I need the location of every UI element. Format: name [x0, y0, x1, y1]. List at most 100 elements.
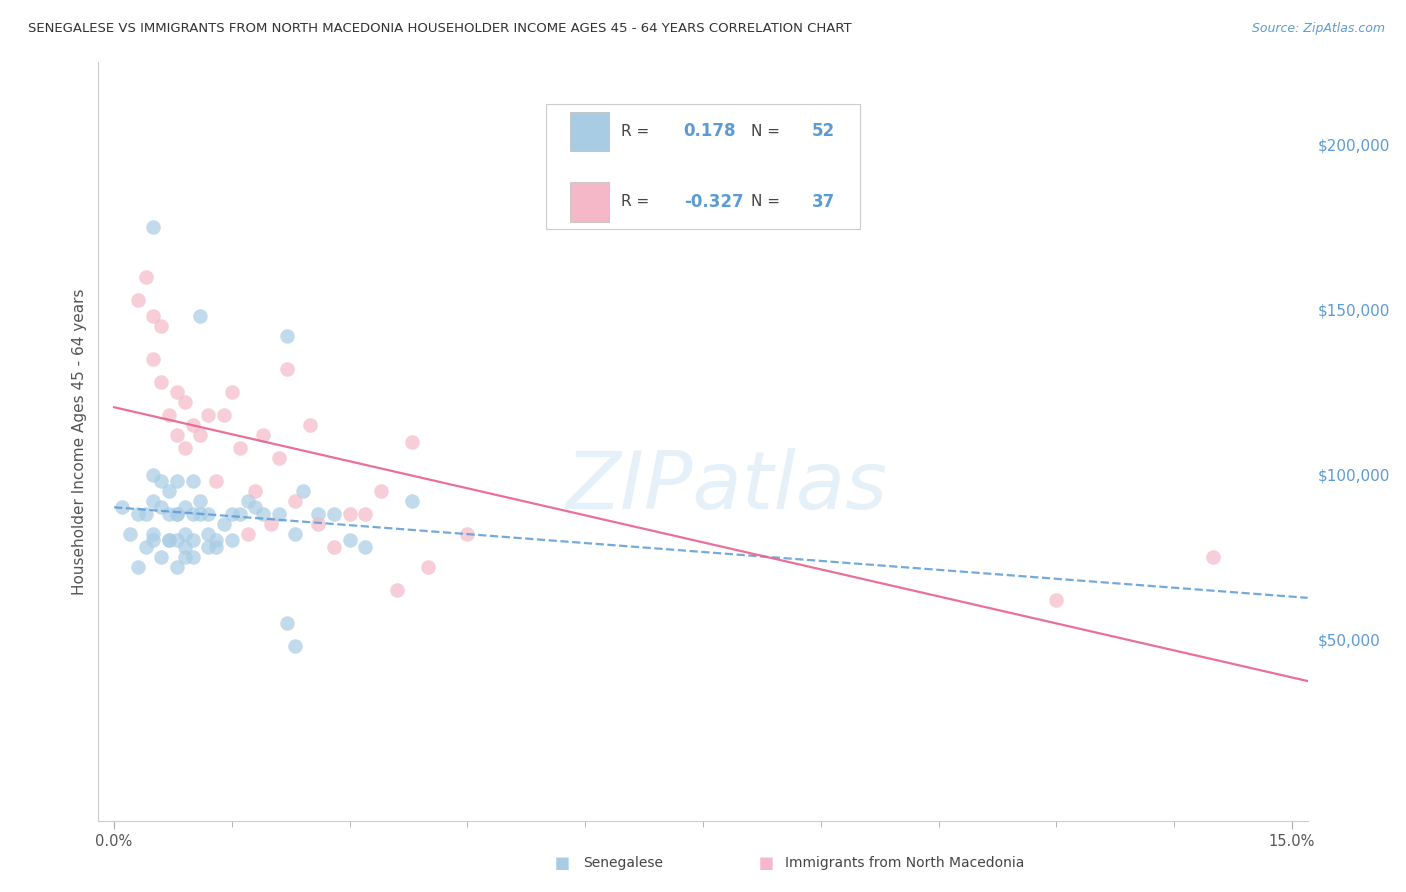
Text: SENEGALESE VS IMMIGRANTS FROM NORTH MACEDONIA HOUSEHOLDER INCOME AGES 45 - 64 YE: SENEGALESE VS IMMIGRANTS FROM NORTH MACE…: [28, 22, 852, 36]
Point: [135, 507, 157, 521]
Point: [135, 269, 157, 284]
Point: [276, 362, 298, 376]
Point: [181, 533, 204, 548]
FancyBboxPatch shape: [546, 104, 860, 229]
Text: R =: R =: [621, 124, 654, 139]
Point: [181, 549, 204, 564]
Point: [339, 533, 361, 548]
Point: [299, 418, 322, 433]
Point: [212, 408, 235, 422]
Point: [127, 559, 149, 574]
Point: [166, 474, 188, 488]
Point: [205, 533, 228, 548]
Point: [339, 507, 361, 521]
Point: [142, 467, 165, 482]
Text: 0.178: 0.178: [683, 122, 737, 140]
Point: [221, 507, 243, 521]
Point: [401, 434, 423, 449]
Point: [1045, 592, 1067, 607]
Point: [284, 526, 307, 541]
Point: [127, 293, 149, 307]
Point: [173, 500, 195, 515]
Text: ▪: ▪: [554, 852, 571, 875]
Point: [252, 428, 274, 442]
Y-axis label: Householder Income Ages 45 - 64 years: Householder Income Ages 45 - 64 years: [72, 288, 87, 595]
Point: [245, 483, 267, 498]
Point: [173, 395, 195, 409]
Point: [212, 516, 235, 531]
Point: [135, 540, 157, 554]
Point: [166, 507, 188, 521]
Point: [142, 533, 165, 548]
Point: [157, 533, 180, 548]
Point: [150, 375, 173, 389]
Text: ▪: ▪: [758, 852, 775, 875]
Point: [166, 507, 188, 521]
Point: [190, 310, 212, 324]
Text: 52: 52: [811, 122, 835, 140]
Point: [157, 408, 180, 422]
Point: [385, 582, 408, 597]
Point: [173, 549, 195, 564]
Point: [291, 483, 314, 498]
Point: [190, 428, 212, 442]
Text: R =: R =: [621, 194, 654, 210]
Point: [142, 494, 165, 508]
Point: [157, 533, 180, 548]
Point: [150, 319, 173, 334]
Point: [150, 549, 173, 564]
Point: [142, 220, 165, 235]
Text: Senegalese: Senegalese: [583, 856, 664, 871]
Point: [323, 507, 346, 521]
Point: [456, 526, 478, 541]
Point: [370, 483, 392, 498]
Text: N =: N =: [751, 124, 785, 139]
Point: [252, 507, 274, 521]
Point: [181, 418, 204, 433]
Text: Immigrants from North Macedonia: Immigrants from North Macedonia: [785, 856, 1024, 871]
Point: [166, 428, 188, 442]
FancyBboxPatch shape: [569, 182, 609, 221]
Point: [1202, 549, 1225, 564]
Point: [173, 526, 195, 541]
Point: [229, 507, 252, 521]
Text: Source: ZipAtlas.com: Source: ZipAtlas.com: [1251, 22, 1385, 36]
Point: [166, 559, 188, 574]
Point: [190, 507, 212, 521]
Point: [181, 507, 204, 521]
Point: [111, 500, 134, 515]
Point: [236, 494, 259, 508]
Point: [190, 494, 212, 508]
Point: [418, 559, 440, 574]
Point: [354, 540, 377, 554]
Point: [260, 516, 283, 531]
Point: [197, 507, 219, 521]
Point: [323, 540, 346, 554]
Point: [173, 540, 195, 554]
Point: [127, 507, 149, 521]
Point: [354, 507, 377, 521]
Point: [157, 507, 180, 521]
Point: [267, 450, 290, 465]
Point: [221, 533, 243, 548]
Point: [307, 507, 329, 521]
Point: [307, 516, 329, 531]
Point: [197, 540, 219, 554]
Point: [205, 474, 228, 488]
Point: [236, 526, 259, 541]
Point: [118, 526, 141, 541]
Point: [197, 408, 219, 422]
Point: [229, 441, 252, 455]
FancyBboxPatch shape: [569, 112, 609, 151]
Point: [276, 329, 298, 343]
Point: [267, 507, 290, 521]
Text: -0.327: -0.327: [683, 193, 744, 211]
Point: [173, 441, 195, 455]
Point: [284, 494, 307, 508]
Point: [142, 352, 165, 367]
Point: [205, 540, 228, 554]
Point: [166, 385, 188, 400]
Point: [276, 615, 298, 630]
Point: [284, 639, 307, 653]
Point: [221, 385, 243, 400]
